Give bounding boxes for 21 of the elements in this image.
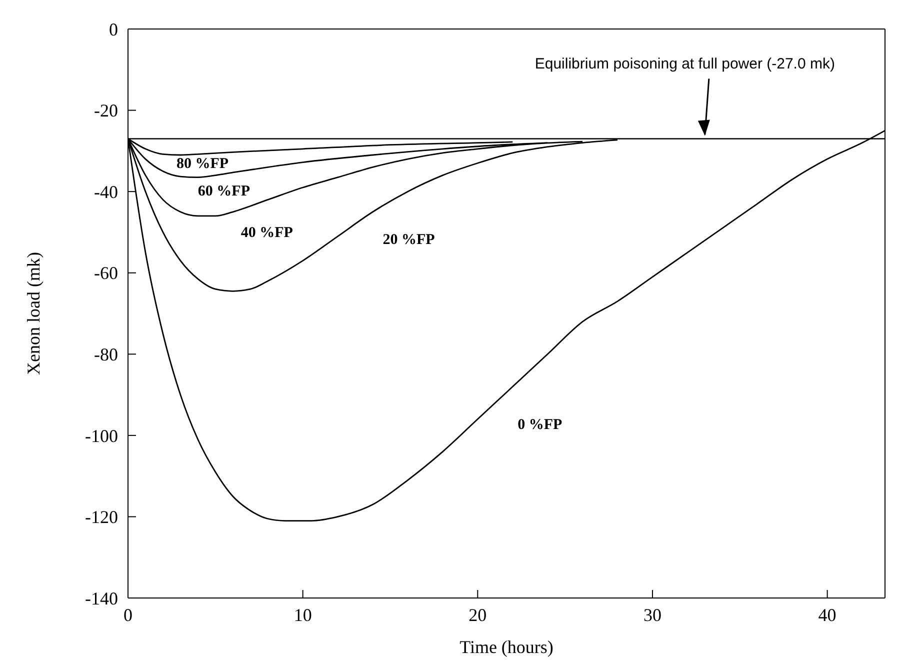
y-tick-label: -40	[94, 182, 118, 202]
y-axis-title: Xenon load (mk)	[23, 252, 44, 375]
series-label: 80 %FP	[176, 156, 229, 172]
series-label: 20 %FP	[382, 232, 435, 248]
y-tick-label: -20	[94, 100, 118, 121]
x-tick-label: 0	[124, 604, 132, 625]
series-label: 40 %FP	[240, 224, 293, 241]
series-label: 0 %FP	[518, 417, 562, 434]
y-tick-label: -120	[85, 507, 118, 528]
annotation: Equilibrium poisoning at full power (-27.0 mk)	[534, 56, 835, 73]
series-label: 60 %FP	[198, 183, 250, 200]
x-tick-label: 20	[468, 604, 487, 625]
x-axis-title: Time (hours)	[460, 636, 554, 657]
y-tick-label: -140	[85, 588, 118, 608]
y-tick-label: -60	[94, 263, 118, 284]
y-tick-label: -100	[85, 426, 118, 446]
y-tick-label: 0	[109, 19, 118, 40]
x-tick-label: 30	[643, 604, 662, 625]
x-tick-label: 10	[294, 604, 312, 625]
x-tick-label: 40	[818, 604, 836, 625]
y-tick-label: -80	[94, 344, 118, 365]
